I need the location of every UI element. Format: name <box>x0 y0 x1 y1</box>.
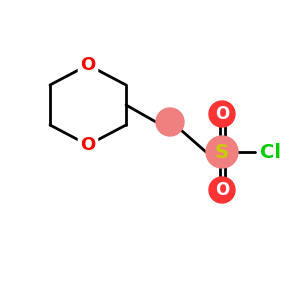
Text: O: O <box>215 181 229 199</box>
Text: O: O <box>215 105 229 123</box>
Text: O: O <box>80 136 96 154</box>
Circle shape <box>156 108 184 136</box>
Text: Cl: Cl <box>260 142 281 161</box>
Circle shape <box>206 136 238 168</box>
Text: O: O <box>80 56 96 74</box>
Circle shape <box>209 101 235 127</box>
Text: S: S <box>215 142 229 161</box>
Circle shape <box>209 177 235 203</box>
